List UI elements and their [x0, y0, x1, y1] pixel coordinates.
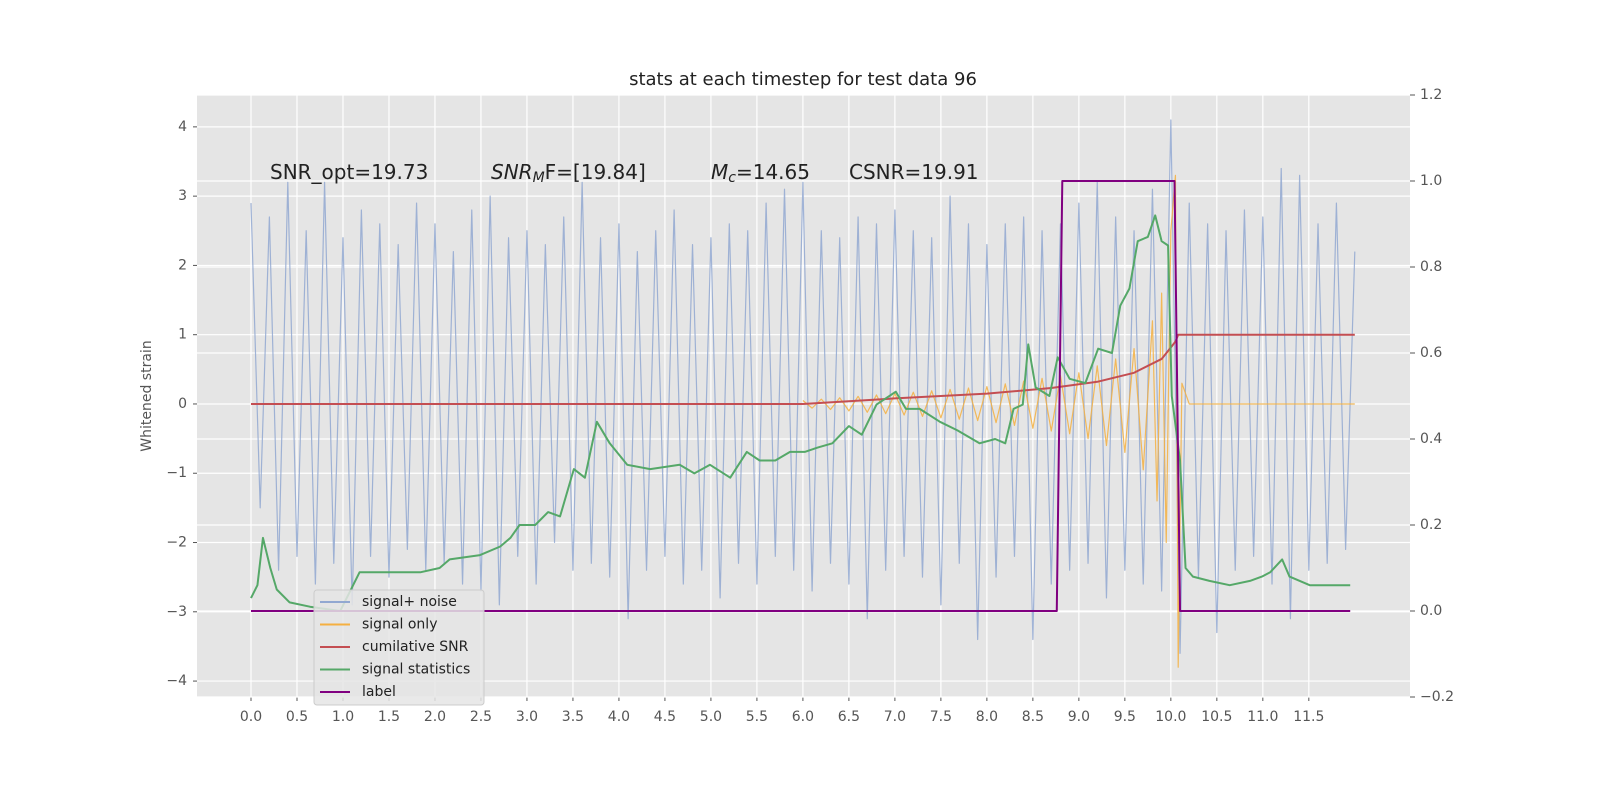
- x-tick-label: 5.5: [746, 709, 768, 725]
- series-line: [250, 119, 1356, 654]
- y-tick-label: −3: [166, 604, 187, 620]
- y2-tick-label: 1.2: [1420, 87, 1442, 103]
- x-tick-label: 2.0: [424, 709, 446, 725]
- x-tick-label: 7.5: [930, 709, 952, 725]
- y2-tick-label: 0.4: [1420, 431, 1442, 447]
- legend-box: [313, 589, 485, 706]
- annotation-text: =14.65: [736, 160, 810, 184]
- y-tick-label: −2: [166, 535, 187, 551]
- legend-label: signal+ noise: [362, 594, 457, 610]
- y-tick-label: 3: [178, 188, 187, 204]
- y-tick-label: 2: [178, 257, 187, 273]
- y-tick-label: −1: [166, 465, 187, 481]
- x-tick-label: 8.5: [1022, 709, 1044, 725]
- annotation: Mc=14.65: [711, 160, 810, 187]
- x-tick-label: 6.0: [792, 709, 814, 725]
- series-line: [250, 214, 1351, 612]
- x-tick-label: 3.0: [516, 709, 538, 725]
- x-tick-label: 1.0: [332, 709, 354, 725]
- x-tick-label: 2.5: [470, 709, 492, 725]
- y-axis-label: Whitened strain: [139, 340, 155, 451]
- y-tick-label: 0: [178, 396, 187, 412]
- x-tick-label: 11.5: [1293, 709, 1324, 725]
- annotation-text: SNR_opt=19.73: [270, 160, 428, 184]
- x-tick-label: 5.0: [700, 709, 722, 725]
- x-tick-label: 0.0: [240, 709, 262, 725]
- x-tick-label: 0.5: [286, 709, 308, 725]
- y-tick-label: 1: [178, 327, 187, 343]
- annotation: CSNR=19.91: [849, 160, 979, 184]
- x-tick-label: 6.5: [838, 709, 860, 725]
- y2-tick-label: 0.8: [1420, 259, 1442, 275]
- y2-tick-label: 0.6: [1420, 345, 1442, 361]
- x-tick-label: 3.5: [562, 709, 584, 725]
- annotation-text: M: [711, 160, 728, 184]
- x-tick-label: 9.0: [1068, 709, 1090, 725]
- y2-tick-label: 0.2: [1420, 517, 1442, 533]
- y-tick-label: 4: [178, 119, 187, 135]
- annotation-subscript: c: [728, 170, 736, 186]
- legend-label: label: [362, 684, 396, 700]
- annotation-text: CSNR=19.91: [849, 160, 979, 184]
- annotation-subscript: M: [533, 170, 545, 186]
- y2-tick-label: 0.0: [1420, 603, 1442, 619]
- series-line: [802, 174, 1355, 668]
- y-tick-label: −4: [166, 673, 187, 689]
- legend-label: signal statistics: [362, 662, 470, 678]
- x-tick-label: 9.5: [1114, 709, 1136, 725]
- series-line: [250, 180, 1351, 612]
- x-tick-label: 1.5: [378, 709, 400, 725]
- chart-title: stats at each timestep for test data 96: [629, 69, 977, 90]
- x-tick-label: 10.0: [1155, 709, 1186, 725]
- x-tick-label: 7.0: [884, 709, 906, 725]
- y2-tick-label: 1.0: [1420, 173, 1442, 189]
- annotation-text: SNR: [491, 160, 533, 184]
- annotation-text: F=[19.84]: [545, 160, 646, 184]
- annotation: SNRMF=[19.84]: [491, 160, 646, 187]
- x-tick-label: 10.5: [1201, 709, 1232, 725]
- annotation: SNR_opt=19.73: [270, 160, 428, 184]
- y2-tick-label: −0.2: [1420, 689, 1454, 705]
- x-tick-label: 11.0: [1247, 709, 1278, 725]
- x-tick-label: 8.0: [976, 709, 998, 725]
- x-tick-label: 4.5: [654, 709, 676, 725]
- x-tick-label: 4.0: [608, 709, 630, 725]
- legend-label: signal only: [362, 617, 437, 633]
- legend-label: cumilative SNR: [362, 639, 469, 655]
